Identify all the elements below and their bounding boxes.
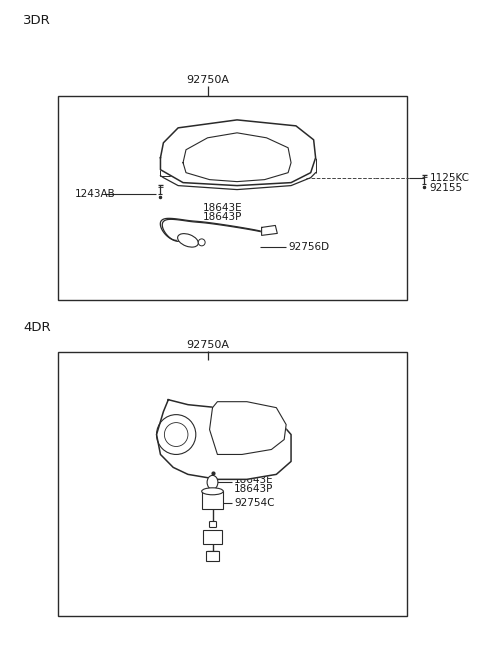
Text: 3DR: 3DR <box>23 14 51 27</box>
Text: 18643P: 18643P <box>203 212 242 223</box>
Ellipse shape <box>178 234 198 247</box>
Text: 18643E: 18643E <box>234 476 274 485</box>
Bar <box>203 530 222 544</box>
Text: 1243AB: 1243AB <box>234 458 275 468</box>
Circle shape <box>164 422 188 447</box>
Text: 92754C: 92754C <box>234 498 275 508</box>
Polygon shape <box>160 120 316 185</box>
Text: 92750A: 92750A <box>186 75 229 85</box>
Polygon shape <box>262 225 277 235</box>
Polygon shape <box>156 400 291 479</box>
Text: 92155: 92155 <box>430 183 463 193</box>
Ellipse shape <box>202 488 223 495</box>
Polygon shape <box>210 402 286 455</box>
Text: 18643P: 18643P <box>234 484 274 495</box>
Text: 92750A: 92750A <box>186 340 229 350</box>
Text: 4DR: 4DR <box>23 320 50 333</box>
Bar <box>205 551 219 561</box>
Text: 18643E: 18643E <box>203 202 242 212</box>
Circle shape <box>156 415 196 455</box>
Bar <box>59 352 407 616</box>
Bar <box>59 96 407 300</box>
Circle shape <box>198 239 205 246</box>
Text: 1125KC: 1125KC <box>430 173 469 183</box>
Ellipse shape <box>207 476 218 489</box>
Text: 92756D: 92756D <box>288 242 329 252</box>
Text: 1243AB: 1243AB <box>75 189 116 198</box>
Bar <box>202 491 223 509</box>
Polygon shape <box>183 133 291 181</box>
